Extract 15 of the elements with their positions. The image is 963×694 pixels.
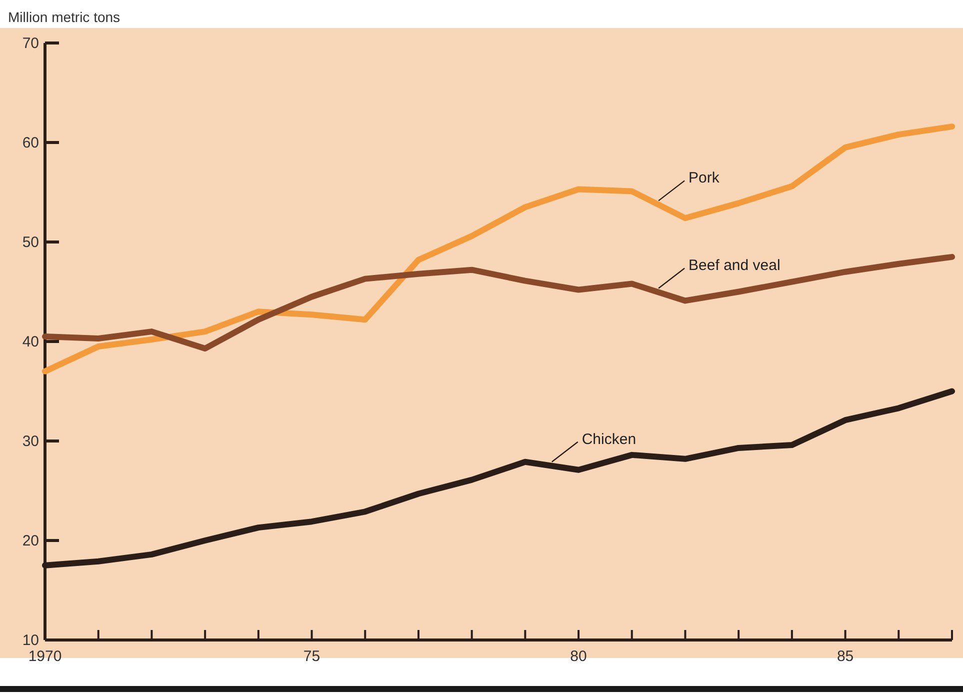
y-tick-label: 50 xyxy=(22,234,39,251)
y-tick-label: 30 xyxy=(22,432,39,450)
y-tick-label: 20 xyxy=(22,532,39,550)
y-tick-label: 70 xyxy=(22,34,39,52)
y-axis-title: Million metric tons xyxy=(8,9,120,25)
x-tick-label: 85 xyxy=(836,648,854,665)
series-label: Beef and veal xyxy=(688,257,780,274)
series-label: Pork xyxy=(688,170,720,187)
y-tick-label: 40 xyxy=(22,333,39,350)
x-tick-label: 1970 xyxy=(28,648,62,665)
x-tick-label: 75 xyxy=(303,648,320,665)
series-label: Chicken xyxy=(582,430,636,448)
y-tick-label: 10 xyxy=(22,632,39,649)
y-tick-label: 60 xyxy=(22,134,39,152)
x-tick-label: 80 xyxy=(570,648,587,665)
